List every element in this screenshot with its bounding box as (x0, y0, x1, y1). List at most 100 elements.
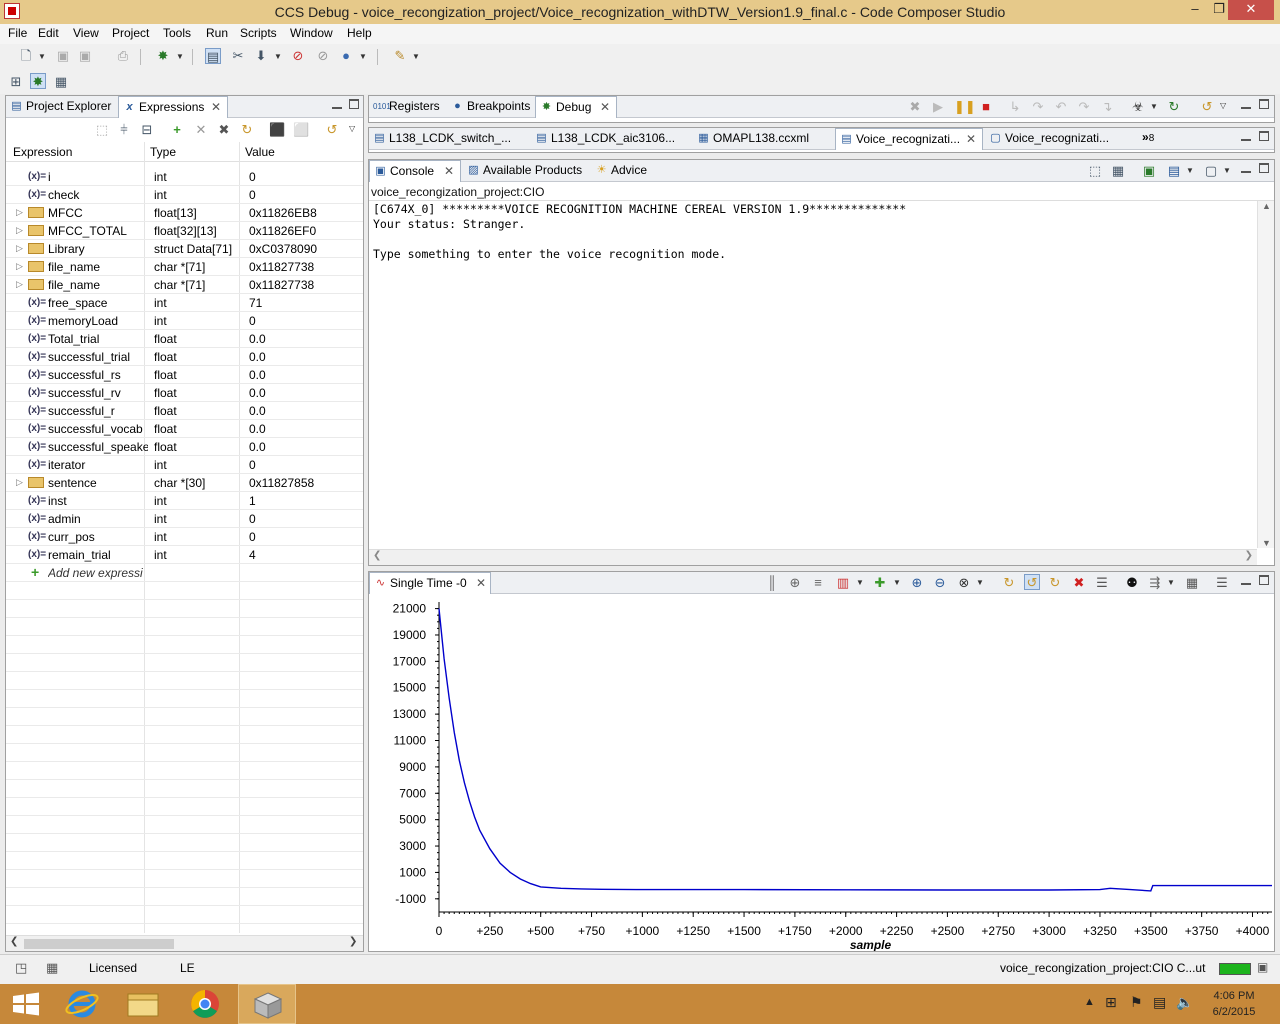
continuous-refresh-icon[interactable]: ↺ (1024, 574, 1040, 590)
restart-icon[interactable]: ☣ (1132, 99, 1144, 114)
scroll-right-icon[interactable]: ❯ (1244, 550, 1253, 561)
table-row[interactable]: (x)= inst int 1 (6, 492, 363, 510)
chevron-down-icon[interactable]: ▼ (412, 52, 420, 61)
expression-value[interactable]: 0.0 (249, 386, 266, 400)
expression-value[interactable]: 0.0 (249, 440, 266, 454)
remove-all-icon[interactable]: ✖ (218, 122, 230, 137)
tab-available-products[interactable]: ▨ Available Products (463, 160, 589, 182)
table-row[interactable]: (x)= successful_trial float 0.0 (6, 348, 363, 366)
connect-target-icon[interactable]: ▤ (205, 48, 221, 64)
export-icon[interactable]: ⬜ (293, 122, 310, 137)
table-row[interactable]: (x)= successful_speake float 0.0 (6, 438, 363, 456)
assembly-step-icon[interactable]: ↷ (1078, 99, 1090, 114)
table-row[interactable]: ▷ Library struct Data[71] 0xC0378090 (6, 240, 363, 258)
ccs-debug-perspective-icon[interactable]: ✸ (30, 73, 46, 89)
expression-value[interactable]: 0xC0378090 (249, 242, 318, 256)
panel-maximize-icon[interactable] (349, 99, 359, 109)
zoom-out-icon[interactable]: ⊖ (934, 575, 946, 590)
expression-value[interactable]: 0x11826EF0 (249, 224, 317, 238)
expression-value[interactable]: 0.0 (249, 404, 266, 418)
load-program-icon[interactable]: ⬇ (255, 48, 267, 63)
group-icon[interactable]: ↺ (1201, 99, 1213, 114)
scroll-lock-icon[interactable]: ▦ (1111, 163, 1125, 178)
terminate-icon[interactable]: ■ (982, 99, 990, 114)
chevron-down-icon[interactable]: ▼ (274, 52, 282, 61)
tray-clock[interactable]: 4:06 PM 6/2/2015 (1198, 988, 1270, 1020)
taskbar-code-composer[interactable] (238, 984, 296, 1024)
menu-window[interactable]: Window (290, 26, 333, 40)
chevron-down-icon[interactable]: ▼ (38, 52, 46, 61)
scroll-left-icon[interactable]: ❮ (373, 550, 382, 561)
tab-breakpoints[interactable]: ● Breakpoints (447, 96, 535, 118)
panel-maximize-icon[interactable] (1259, 575, 1269, 585)
continuous-refresh-icon[interactable]: ↺ (326, 122, 338, 137)
menu-scripts[interactable]: Scripts (240, 26, 277, 40)
crosshair-icon[interactable]: ⊕ (789, 575, 801, 590)
volume-icon[interactable]: 🔈 (1176, 994, 1194, 1010)
column-type[interactable]: Type (150, 145, 177, 159)
expression-value[interactable]: 0x11827858 (249, 476, 315, 490)
display-console-icon[interactable]: ▤ (1167, 163, 1181, 178)
tab-console[interactable]: ▣ Console ✕ (369, 160, 461, 182)
maximize-button[interactable]: ❐ (1213, 1, 1225, 16)
auto-refresh-icon[interactable]: ↻ (1049, 575, 1061, 590)
tab-editor-l138-switch[interactable]: ▤ L138_LCDK_switch_... (369, 128, 529, 150)
new-console-icon[interactable]: ▢ (1204, 163, 1218, 178)
expression-value[interactable]: 4 (249, 548, 256, 562)
vertical-scrollbar[interactable]: ▲ ▼ (1257, 201, 1274, 548)
progress-bar[interactable] (1219, 963, 1251, 975)
taskbar-file-explorer[interactable] (114, 984, 172, 1024)
table-row[interactable]: (x)= admin int 0 (6, 510, 363, 528)
table-row[interactable]: (x)= remain_trial int 4 (6, 546, 363, 564)
table-row[interactable]: (x)= iterator int 0 (6, 456, 363, 474)
menu-view[interactable]: View (73, 26, 99, 40)
chevron-down-icon[interactable]: ▼ (893, 578, 901, 587)
taskbar-chrome[interactable] (176, 984, 234, 1024)
chevron-down-icon[interactable]: ▼ (359, 52, 367, 61)
close-icon[interactable]: ✕ (476, 576, 487, 590)
table-row[interactable]: (x)= free_space int 71 (6, 294, 363, 312)
expand-arrow-icon[interactable]: ▷ (16, 279, 23, 289)
panel-minimize-icon[interactable] (1241, 163, 1251, 173)
expression-value[interactable]: 1 (249, 494, 256, 508)
save-graph-icon[interactable]: ▦ (1185, 575, 1199, 590)
expand-arrow-icon[interactable]: ▷ (16, 261, 23, 271)
remove-icon[interactable]: ✕ (195, 122, 207, 137)
menu-run[interactable]: Run (206, 26, 229, 40)
close-icon[interactable]: ✕ (444, 164, 455, 178)
reset-icon[interactable]: ● (342, 48, 350, 63)
tab-editor-voice-active[interactable]: ▤ Voice_recognizati... ✕ (835, 128, 983, 150)
breakpoint-icon[interactable]: ⊘ (292, 48, 304, 63)
table-row[interactable]: (x)= successful_vocab float 0.0 (6, 420, 363, 438)
tab-single-time[interactable]: ∿ Single Time -0 ✕ (369, 572, 491, 594)
close-icon[interactable]: ✕ (966, 132, 977, 146)
table-row[interactable]: (x)= Total_trial float 0.0 (6, 330, 363, 348)
expression-value[interactable]: 0 (249, 512, 256, 526)
close-button[interactable]: ✕ (1228, 0, 1274, 20)
zoom-in-icon[interactable]: ⊕ (911, 575, 923, 590)
tab-project-explorer[interactable]: ▤ Project Explorer (6, 96, 118, 118)
save-icon[interactable]: ▣ (56, 48, 70, 63)
refresh-graph-icon[interactable]: ↻ (1003, 575, 1015, 590)
horizontal-scrollbar[interactable]: ❮ ❯ (6, 935, 363, 951)
close-icon[interactable]: ✕ (211, 100, 222, 114)
console-horizontal-scrollbar[interactable]: ❮ ❯ (369, 549, 1257, 565)
expression-value[interactable]: 0 (249, 188, 256, 202)
view-menu-icon[interactable]: ▽ (349, 124, 356, 133)
print-icon[interactable]: ⎙ (117, 48, 129, 63)
table-row[interactable]: ▷ file_name char *[71] 0x11827738 (6, 258, 363, 276)
expression-value[interactable]: 0.0 (249, 332, 266, 346)
remove-all-icon[interactable]: ⊘ (317, 48, 329, 63)
expression-value[interactable]: 0 (249, 170, 256, 184)
open-perspective-icon[interactable]: ⊞ (10, 74, 22, 89)
resume-icon[interactable]: ▶ (933, 99, 943, 114)
graph-menu-icon[interactable]: ☰ (1216, 575, 1228, 590)
network-icon[interactable]: ▤ (1153, 994, 1167, 1010)
menu-help[interactable]: Help (347, 26, 372, 40)
tab-expressions[interactable]: x Expressions ✕ (118, 96, 228, 118)
import-icon[interactable]: ⬛ (269, 122, 286, 137)
add-expression-label[interactable]: Add new expressi (48, 566, 143, 580)
ccs-edit-perspective-icon[interactable]: ▦ (54, 74, 68, 89)
add-expression-row[interactable]: + Add new expressi (6, 564, 363, 582)
expression-value[interactable]: 0.0 (249, 422, 266, 436)
